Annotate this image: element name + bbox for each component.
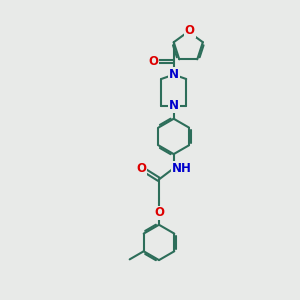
Text: N: N (169, 68, 179, 81)
Text: O: O (148, 55, 158, 68)
Text: NH: NH (172, 162, 192, 175)
Text: O: O (154, 206, 164, 220)
Text: O: O (185, 24, 195, 37)
Text: N: N (169, 99, 179, 112)
Text: O: O (136, 162, 146, 175)
